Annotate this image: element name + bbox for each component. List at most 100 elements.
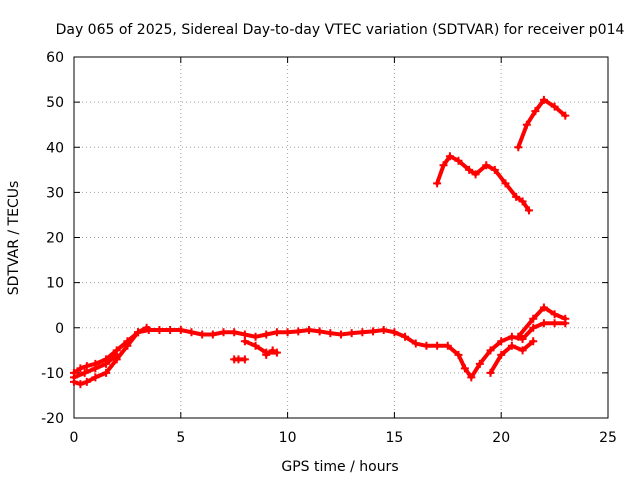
y-tick-label: 0 (55, 321, 64, 337)
y-tick-label: 40 (46, 140, 64, 156)
data-point (501, 179, 510, 188)
data-point (123, 341, 132, 350)
x-axis-label: GPS time / hours (281, 459, 398, 475)
series-path (516, 97, 568, 150)
data-point (251, 332, 260, 341)
data-point (208, 330, 217, 339)
series-track-j (514, 95, 570, 152)
data-series (70, 95, 570, 389)
data-point (337, 330, 345, 339)
data-point (240, 355, 249, 364)
series-track-h (514, 303, 570, 341)
data-point (91, 364, 100, 373)
data-point (272, 328, 281, 337)
data-point (471, 170, 480, 179)
data-point (304, 326, 313, 335)
x-tick-label: 15 (385, 430, 403, 446)
data-point (411, 339, 420, 348)
data-point (539, 95, 548, 104)
y-tick-label: 10 (46, 276, 64, 292)
y-tick-label: 60 (46, 50, 64, 66)
chart-title: Day 065 of 2025, Sidereal Day-to-day VTE… (56, 22, 625, 38)
data-point (497, 337, 506, 346)
axis-ticks: 0 5 10 15 20 25 -20 -10 0 10 20 30 40 50 60 (41, 50, 617, 446)
data-point (512, 192, 521, 201)
y-tick-label: 50 (46, 95, 64, 111)
data-point (454, 350, 463, 359)
x-tick-label: 25 (599, 430, 617, 446)
data-point (315, 327, 324, 336)
data-point (82, 377, 91, 386)
data-point (529, 337, 538, 346)
y-tick-label: -20 (41, 411, 64, 427)
data-point (439, 161, 448, 170)
data-point (482, 161, 491, 170)
data-point (230, 328, 239, 337)
data-point (539, 303, 548, 312)
grid-lines (74, 57, 608, 418)
data-point (82, 362, 91, 371)
y-tick-label: 20 (46, 231, 64, 247)
x-tick-label: 5 (176, 430, 185, 446)
data-point (198, 330, 207, 339)
series-track-c (70, 350, 121, 382)
series-track-e (240, 337, 281, 357)
data-point (486, 346, 495, 355)
data-point (507, 341, 516, 350)
data-point (460, 364, 469, 373)
data-point (390, 328, 399, 337)
data-point (240, 337, 249, 346)
data-point (522, 120, 531, 129)
data-point (326, 329, 335, 338)
data-point (379, 326, 388, 335)
data-point (443, 341, 452, 350)
data-point (561, 314, 570, 323)
data-point (134, 328, 143, 337)
data-point (262, 350, 271, 359)
data-point (529, 314, 538, 323)
series-track-b (70, 323, 151, 389)
y-tick-label: -10 (41, 366, 64, 382)
series-track-g (486, 337, 538, 377)
data-point (347, 329, 356, 338)
data-point (283, 328, 292, 337)
series-track-a (70, 319, 570, 382)
data-point (465, 165, 474, 174)
data-point (550, 102, 559, 111)
data-point (76, 364, 85, 373)
data-point (102, 368, 111, 377)
data-point (142, 323, 151, 332)
data-point (262, 330, 271, 339)
x-tick-label: 0 (70, 430, 79, 446)
data-point (531, 107, 540, 116)
data-point (294, 327, 303, 336)
data-point (445, 152, 454, 161)
data-point (155, 326, 164, 335)
data-point (433, 341, 442, 350)
data-point (80, 368, 89, 377)
data-point (91, 373, 100, 382)
series-track-f (262, 346, 277, 359)
data-point (475, 359, 484, 368)
data-point (369, 327, 378, 336)
data-point (268, 346, 277, 355)
data-point (358, 328, 367, 337)
data-point (524, 206, 533, 215)
x-tick-label: 10 (279, 430, 297, 446)
data-point (240, 330, 249, 339)
y-tick-label: 30 (46, 185, 64, 201)
data-point (401, 332, 410, 341)
data-point (486, 368, 495, 377)
data-point (518, 335, 527, 344)
data-point (529, 323, 538, 332)
data-point (467, 373, 476, 382)
data-point (219, 328, 228, 337)
data-point (251, 341, 260, 350)
data-point (497, 350, 506, 359)
data-point (514, 143, 523, 152)
data-point (422, 341, 431, 350)
series-track-d (230, 355, 249, 364)
data-point (490, 165, 499, 174)
data-point (550, 310, 559, 319)
